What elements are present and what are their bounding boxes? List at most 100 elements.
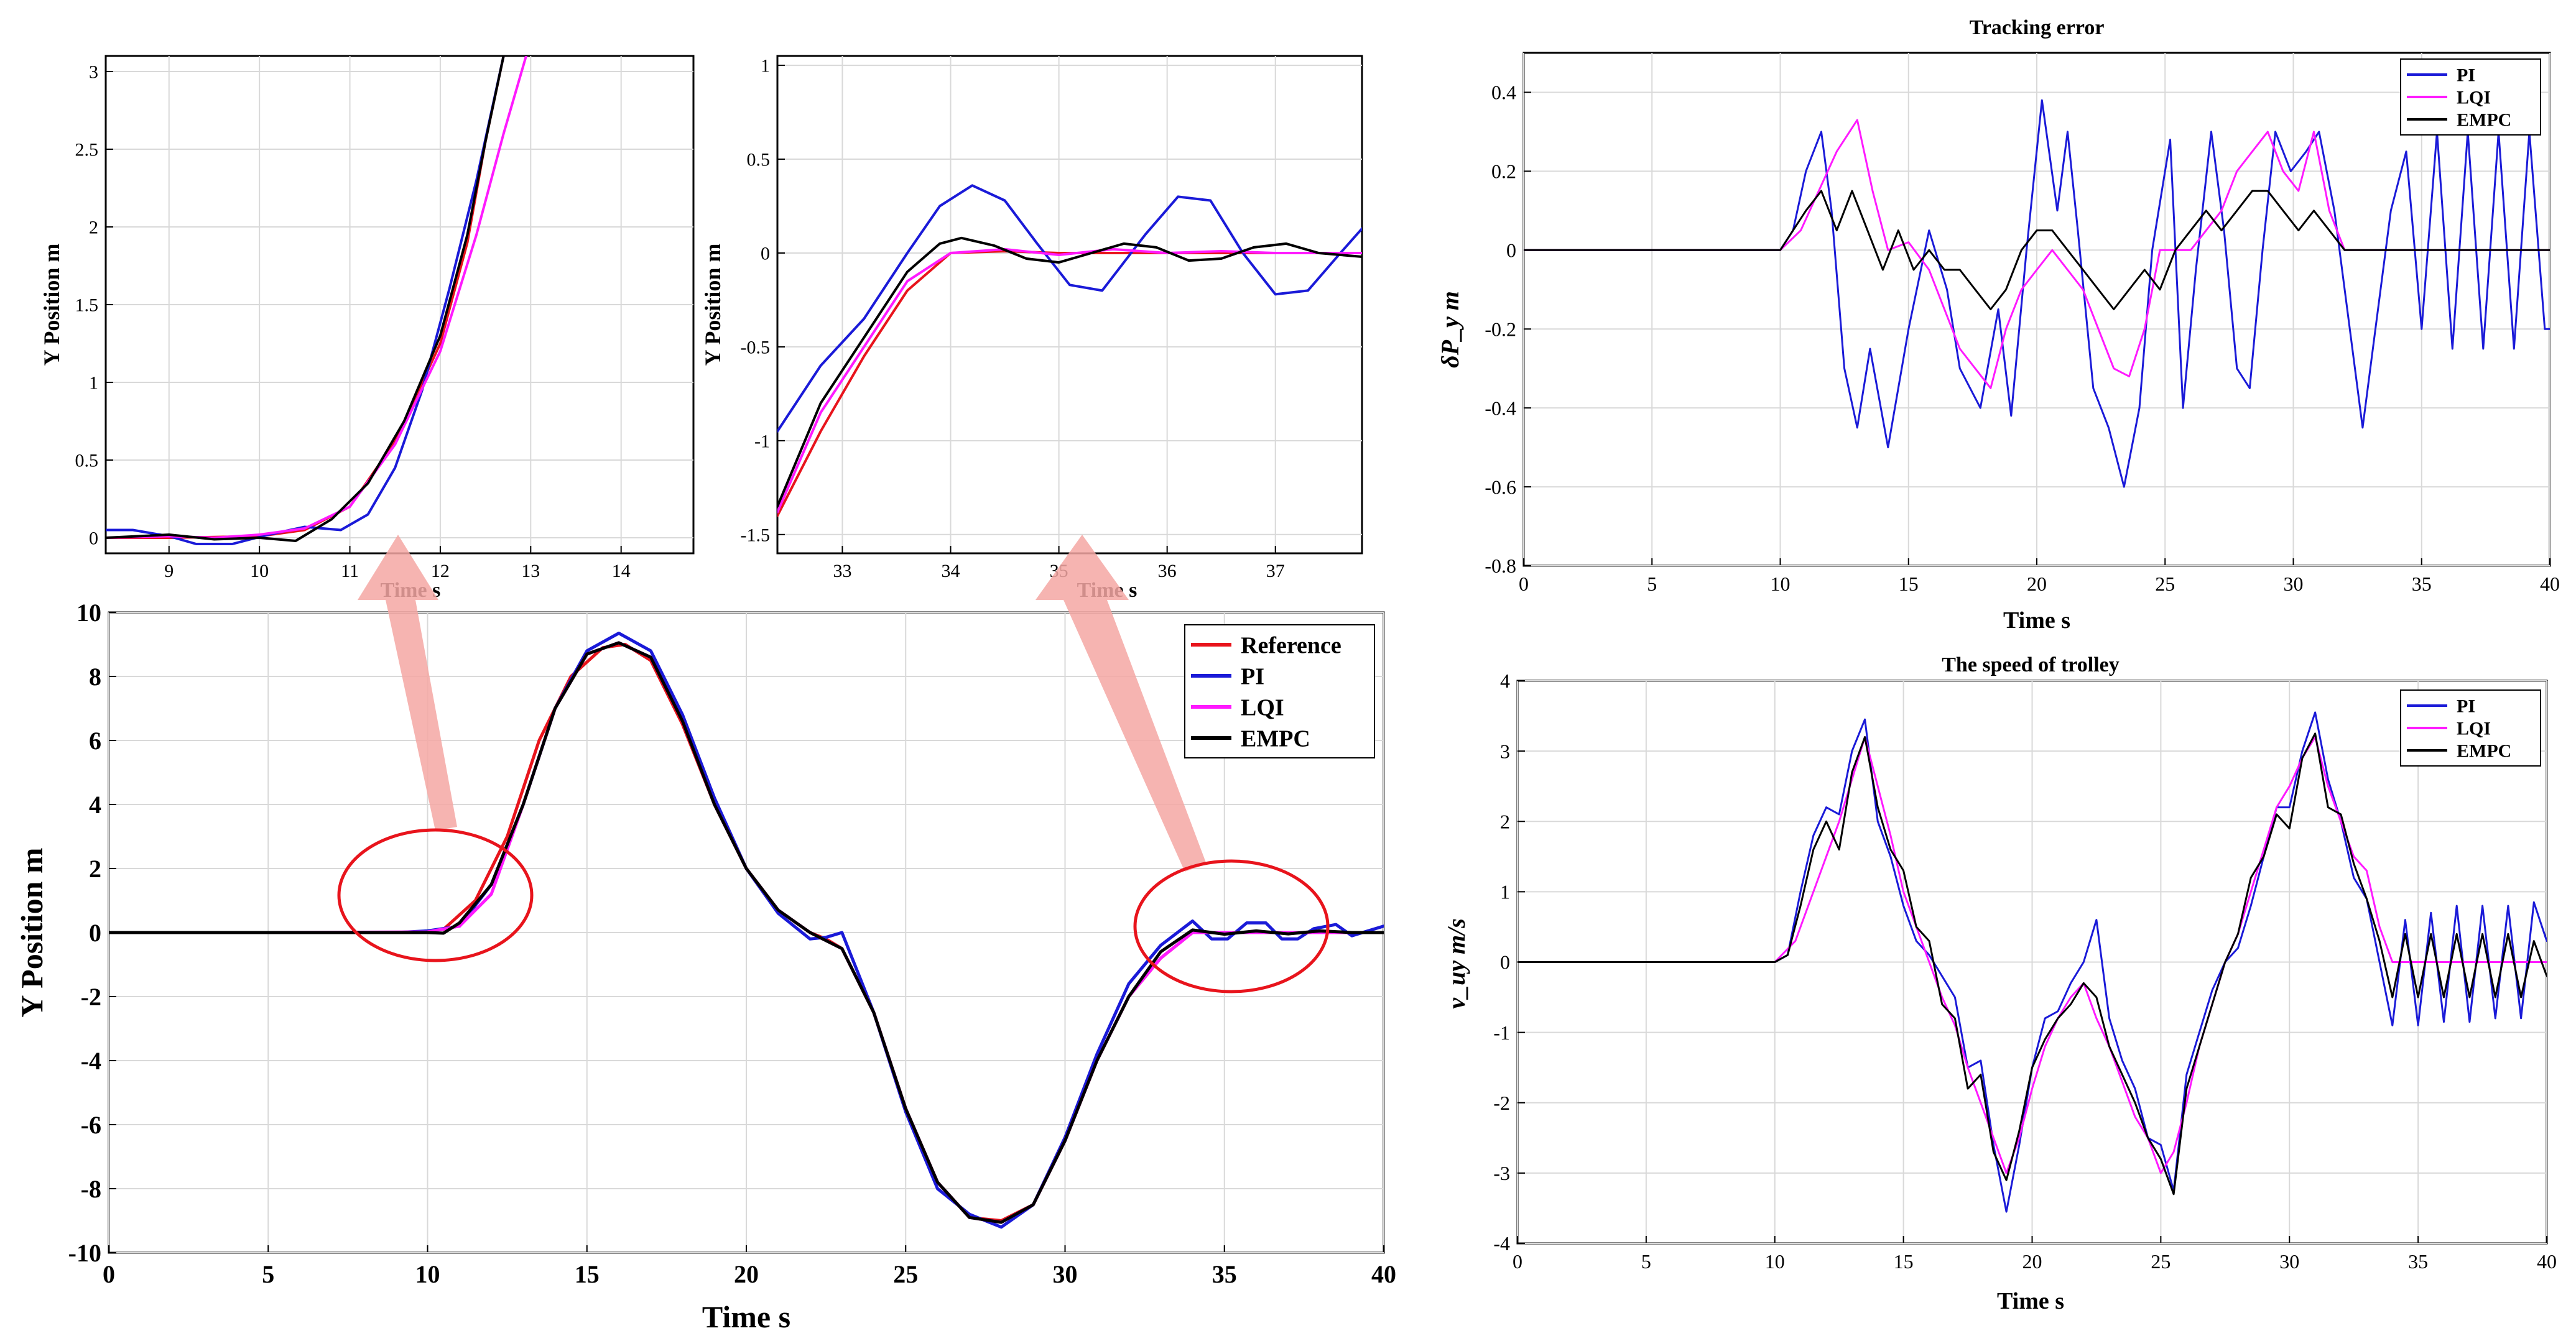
main-x-tick-labels: 0 5 10 15 20 25 30 35 40 (103, 1260, 1396, 1288)
main-y-tick-label: 0 (89, 919, 101, 947)
zoom-arrow-2 (1035, 535, 1207, 872)
main-x-tick-label: 0 (103, 1260, 115, 1288)
zoom1-x-tick-label: 9 (164, 561, 174, 581)
tracking-series-empc-line (1524, 190, 2550, 310)
zoom2-y-tick-label: 1 (761, 56, 770, 76)
speed-legend-label-pi: PI (2457, 696, 2475, 717)
tracking-y-tick-label: -0.4 (1485, 397, 1516, 419)
tracking-x-tick-label: 20 (2027, 573, 2047, 595)
main-legend: Reference PI LQI EMPC (1184, 624, 1375, 758)
speed-x-tick-label: 35 (2408, 1250, 2428, 1273)
tracking-x-tick-label: 30 (2284, 573, 2304, 595)
main-grid (108, 612, 1384, 1253)
speed-x-tick-label: 20 (2022, 1250, 2042, 1273)
main-series (109, 632, 1384, 1229)
speed-x-tick-label: 40 (2537, 1250, 2557, 1273)
speed-x-tick-label: 10 (1765, 1250, 1785, 1273)
zoom2-y-tick-label: 0.5 (747, 150, 771, 170)
tracking-y-tick-label: 0 (1506, 239, 1516, 262)
main-y-tick-label: 6 (89, 727, 101, 755)
main-y-axis-label: Y Position m (14, 847, 49, 1017)
main-y-tick-label: -8 (81, 1175, 101, 1203)
zoom2-plot-area (776, 55, 1363, 555)
main-legend-label-empc: EMPC (1241, 726, 1310, 752)
zoom2-y-tick-label: 0 (761, 243, 770, 264)
speed-legend-box (2400, 689, 2541, 767)
speed-series-pi-line (1517, 711, 2547, 1213)
zoom1-x-tick-label: 10 (250, 561, 269, 581)
speed-y-tick-labels: -4 -3 -2 -1 0 1 2 3 4 (1493, 670, 1510, 1255)
zoom2-series-lqi-line (777, 247, 1362, 514)
speed-y-tick-label: -1 (1493, 1021, 1510, 1044)
zoom1-x-tick-label: 13 (521, 561, 540, 581)
tracking-legend-label-lqi: LQI (2457, 88, 2491, 108)
zoom1-y-tick-label: 1.5 (75, 295, 99, 316)
main-y-tick-labels: -10 -8 -6 -4 -2 0 2 4 6 8 10 (68, 599, 101, 1267)
tracking-legend-label-pi: PI (2457, 65, 2475, 86)
zoom1-y-tick-labels: 0 0.5 1 1.5 2 2.5 3 (75, 62, 99, 549)
zoom1-x-tick-label: 11 (341, 561, 359, 581)
main-x-tick-label: 5 (262, 1260, 274, 1288)
main-x-tick-label: 25 (893, 1260, 918, 1288)
zoom1-x-tick-labels: 9 10 11 12 13 14 (164, 561, 630, 581)
tracking-y-tick-labels: -0.8 -0.6 -0.4 -0.2 0 0.2 0.4 (1485, 81, 1516, 578)
main-legend-label-pi: PI (1241, 663, 1264, 689)
main-series-empc-line (109, 641, 1384, 1224)
speed-y-tick-label: -2 (1493, 1092, 1510, 1114)
speed-x-tick-label: 0 (1513, 1250, 1522, 1273)
zoom2-x-tick-label: 36 (1158, 561, 1177, 581)
main-x-tick-label: 35 (1212, 1260, 1237, 1288)
zoom2-series (777, 184, 1362, 517)
tracking-title: Tracking error (1970, 16, 2105, 39)
zoom1-series (106, 56, 527, 545)
zoom2-chart: 3334353637 -1.5-1-0.500.51 Time s Y Posi… (700, 55, 1363, 602)
speed-y-tick-label: -3 (1493, 1162, 1510, 1184)
main-y-tick-label: 10 (76, 599, 101, 627)
main-y-tick-label: 8 (89, 663, 101, 691)
zoom1-y-tick-label: 3 (89, 62, 98, 83)
speed-x-tick-label: 25 (2151, 1250, 2171, 1273)
zoom2-y-tick-label: -0.5 (741, 337, 771, 357)
zoom2-y-axis-label: Y Position m (700, 244, 725, 366)
main-x-axis-label: Time s (702, 1299, 790, 1334)
main-y-tick-label: -10 (68, 1239, 101, 1267)
main-chart: 0 5 10 15 20 25 30 35 40 -10 -8 -6 -4 -2 0 2 4 6 8 10 Time… (14, 599, 1396, 1334)
speed-legend-label-empc: EMPC (2457, 741, 2511, 762)
tracking-series-pi-line (1524, 99, 2550, 488)
speed-y-axis-label: v_uy m/s (1442, 918, 1470, 1009)
speed-legend-label-lqi: LQI (2457, 719, 2491, 739)
main-y-tick-label: -6 (81, 1111, 101, 1139)
main-x-tick-label: 15 (575, 1260, 600, 1288)
tracking-x-tick-labels: 0 5 10 15 20 25 30 35 40 (1519, 573, 2560, 595)
main-y-tick-label: 2 (89, 855, 101, 883)
speed-chart: The speed of trolley 0 5 10 15 20 25 30 35 40 -4… (1442, 653, 2557, 1314)
main-y-tick-label: -2 (81, 983, 101, 1011)
speed-y-tick-label: 4 (1500, 670, 1510, 692)
zoom2-series-empc-line (777, 236, 1362, 508)
main-x-tick-label: 40 (1371, 1260, 1396, 1288)
zoom2-x-tick-label: 33 (833, 561, 851, 581)
tracking-x-tick-label: 0 (1519, 573, 1529, 595)
tracking-legend-label-empc: EMPC (2457, 110, 2511, 131)
speed-x-tick-label: 30 (2279, 1250, 2299, 1273)
tracking-y-tick-label: 0.2 (1491, 160, 1516, 183)
speed-series (1517, 711, 2547, 1213)
main-x-tick-label: 20 (734, 1260, 759, 1288)
speed-x-tick-labels: 0 5 10 15 20 25 30 35 40 (1513, 1250, 2557, 1273)
tracking-x-tick-label: 15 (1899, 573, 1919, 595)
tracking-grid (1523, 53, 2551, 566)
zoom1-y-tick-label: 0.5 (75, 451, 99, 471)
main-legend-label-lqi: LQI (1241, 694, 1284, 721)
zoom2-y-tick-label: -1 (754, 431, 770, 451)
speed-x-tick-label: 15 (1894, 1250, 1914, 1273)
zoom1-y-axis-label: Y Position m (39, 244, 64, 366)
tracking-x-axis-label: Time s (2003, 607, 2070, 634)
speed-series-lqi-line (1517, 736, 2547, 1174)
speed-title: The speed of trolley (1942, 653, 2120, 676)
speed-y-tick-label: 1 (1500, 881, 1510, 903)
main-y-tick-label: 4 (89, 791, 101, 819)
tracking-series-lqi-line (1524, 119, 2550, 389)
